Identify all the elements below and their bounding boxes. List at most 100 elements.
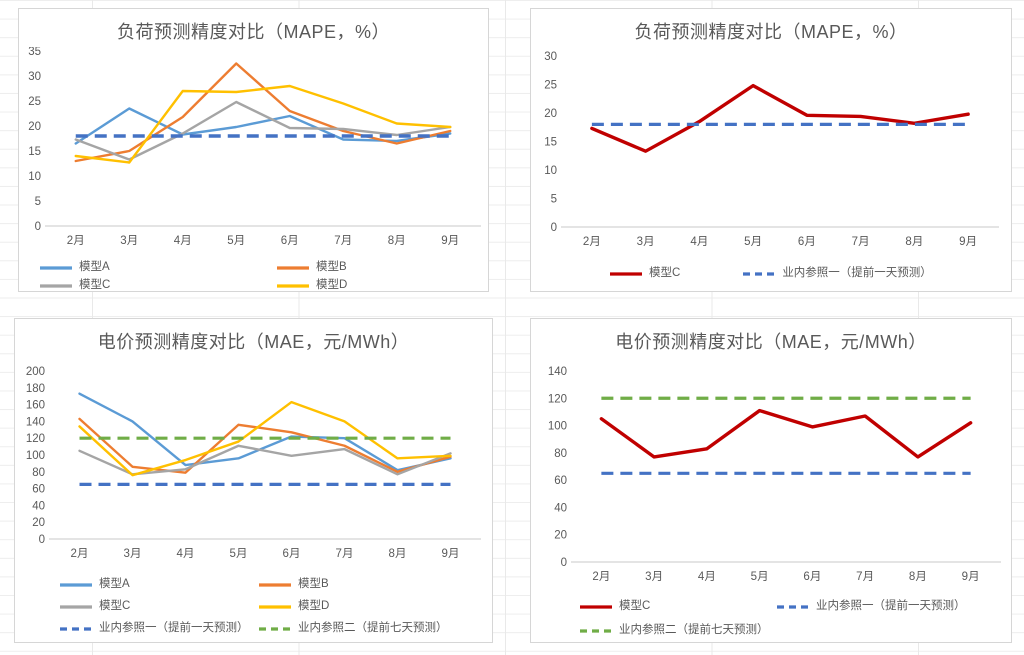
x-axis-tick-label: 7月 — [334, 235, 352, 247]
legend-item: 模型D — [276, 278, 488, 293]
legend-line-swatch — [610, 271, 642, 276]
y-axis-tick-label: 120 — [548, 393, 567, 405]
y-axis-tick-label: 0 — [551, 222, 557, 234]
y-axis-tick-label: 15 — [28, 146, 41, 158]
y-axis-tick-label: 5 — [35, 196, 41, 208]
y-axis-tick-label: 60 — [32, 484, 45, 496]
legend-item: 业内参照一（提前一天预测） — [742, 266, 932, 281]
legend-item: 模型D — [258, 599, 492, 614]
legend-item: 模型C — [579, 599, 776, 614]
chart-load-forecast-mape-all-models[interactable]: 负荷预测精度对比（MAPE，%） 0 5 10 15 20 25 30 35 2月 3月 4月 5月 6… — [18, 8, 489, 292]
y-axis-tick-label: 5 — [551, 194, 557, 206]
legend-item: 业内参照二（提前七天预测） — [258, 621, 492, 636]
x-axis-tick-label: 8月 — [909, 571, 927, 583]
series-line-模型B — [74, 62, 452, 163]
y-axis-tick-label: 140 — [548, 366, 567, 378]
legend-dashed-line-swatch — [777, 604, 809, 609]
legend-item: 业内参照一（提前一天预测） — [59, 621, 258, 636]
y-axis-tick-label: 10 — [28, 171, 41, 183]
legend-label: 业内参照二（提前七天预测） — [298, 622, 448, 634]
x-axis-tick-label: 7月 — [336, 548, 354, 560]
legend-item: 模型A — [59, 577, 258, 592]
legend-label: 模型B — [298, 578, 329, 590]
x-axis-tick-label: 5月 — [227, 235, 245, 247]
x-axis-tick-label: 4月 — [177, 548, 195, 560]
y-axis-tick-label: 100 — [26, 450, 45, 462]
y-axis-tick-label: 25 — [28, 96, 41, 108]
x-axis-tick-label: 5月 — [744, 236, 762, 248]
series-line-模型D — [74, 84, 452, 164]
legend-item: 模型B — [276, 260, 488, 275]
legend-label: 业内参照一（提前一天预测） — [816, 600, 966, 612]
x-axis-tick-label: 9月 — [962, 571, 980, 583]
y-axis-tick-label: 100 — [548, 421, 567, 433]
series-line-模型D — [78, 400, 452, 477]
legend-line-swatch — [259, 582, 291, 587]
y-axis-tick-label: 200 — [26, 366, 45, 378]
y-axis-tick-label: 60 — [554, 475, 567, 487]
x-axis-tick-label: 4月 — [174, 235, 192, 247]
legend-dashed-line-swatch — [60, 626, 92, 631]
legend-label: 模型A — [79, 261, 110, 273]
y-axis-tick-label: 0 — [39, 534, 45, 546]
legend: 模型A 模型B 模型C 模型D 业内参照一（提前一天预测） 业内参照二（提前七天预测） — [15, 572, 492, 636]
legend-label: 模型A — [99, 578, 130, 590]
chart-price-forecast-mae-all-models[interactable]: 电价预测精度对比（MAE，元/MWh） 0 20 40 60 80 100 120 140 16… — [14, 318, 493, 643]
chart-title: 负荷预测精度对比（MAPE，%） — [116, 22, 390, 42]
plot-area: 0 20 40 60 80 100 120 140 2月 3月 4月 5月 6月 7月 8月 9月 — [548, 366, 1001, 583]
legend-line-swatch — [40, 265, 72, 270]
legend-label: 模型C — [99, 600, 131, 612]
y-axis-tick-label: 120 — [26, 433, 45, 445]
legend-line-swatch — [60, 604, 92, 609]
x-axis-tick-label: 4月 — [698, 571, 716, 583]
legend-label: 模型D — [298, 600, 330, 612]
x-axis-tick-label: 2月 — [592, 571, 610, 583]
legend-line-swatch — [277, 283, 309, 288]
y-axis-tick-label: 30 — [28, 71, 41, 83]
legend-label: 模型C — [79, 279, 111, 291]
y-axis-tick-label: 20 — [554, 530, 567, 542]
series-line-模型B — [78, 417, 452, 474]
x-axis-tick-label: 3月 — [645, 571, 663, 583]
x-axis-tick-label: 7月 — [856, 571, 874, 583]
x-axis-tick-label: 5月 — [230, 548, 248, 560]
x-axis-tick-label: 8月 — [388, 235, 406, 247]
y-axis-tick-label: 25 — [544, 80, 557, 92]
legend-line-swatch — [277, 265, 309, 270]
chart-load-forecast-mape-model-c-vs-ref[interactable]: 负荷预测精度对比（MAPE，%） 0 5 10 15 20 25 30 2月 3月 4月 5月 6月 7… — [530, 8, 1012, 292]
legend-item: 模型C — [59, 599, 258, 614]
y-axis-tick-label: 10 — [544, 165, 557, 177]
x-axis-tick-label: 4月 — [690, 236, 708, 248]
y-axis-tick-label: 80 — [554, 448, 567, 460]
y-axis-tick-label: 40 — [32, 500, 45, 512]
legend-label: 模型C — [649, 267, 681, 279]
legend-dashed-line-swatch — [259, 626, 291, 631]
y-axis-tick-label: 20 — [28, 121, 41, 133]
x-axis-tick-label: 9月 — [441, 235, 459, 247]
chart-price-forecast-mae-model-c-vs-refs[interactable]: 电价预测精度对比（MAE，元/MWh） 0 20 40 60 80 100 120 140 2月… — [530, 318, 1012, 643]
x-axis-tick-label: 6月 — [283, 548, 301, 560]
y-axis-tick-label: 35 — [28, 47, 41, 58]
legend-line-swatch — [40, 283, 72, 288]
x-axis-tick-label: 3月 — [124, 548, 142, 560]
legend-item: 模型C — [39, 278, 276, 293]
y-axis-tick-label: 20 — [32, 517, 45, 529]
y-axis-tick-label: 0 — [561, 557, 567, 569]
legend-label: 业内参照一（提前一天预测） — [99, 622, 249, 634]
series-line-模型A — [78, 392, 452, 472]
legend: 模型C 业内参照一（提前一天预测） 业内参照二（提前七天预测） — [531, 592, 1011, 638]
y-axis-tick-label: 80 — [32, 467, 45, 479]
y-axis-tick-label: 40 — [554, 502, 567, 514]
legend-line-swatch — [60, 582, 92, 587]
x-axis-tick-label: 8月 — [905, 236, 923, 248]
y-axis-tick-label: 30 — [544, 51, 557, 63]
y-axis-tick-label: 15 — [544, 137, 557, 149]
legend: 模型A 模型B 模型C 模型D — [19, 257, 488, 293]
x-axis-tick-label: 8月 — [389, 548, 407, 560]
legend-dashed-line-swatch — [743, 271, 776, 276]
x-axis-tick-label: 3月 — [120, 235, 138, 247]
legend-label: 业内参照一（提前一天预测） — [782, 267, 932, 279]
legend-label: 业内参照二（提前七天预测） — [619, 624, 769, 636]
x-axis-tick-label: 6月 — [281, 235, 299, 247]
